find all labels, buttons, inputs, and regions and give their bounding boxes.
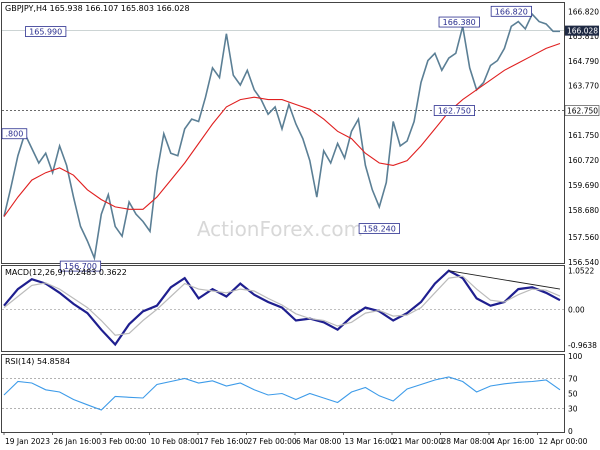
- x-axis-tick-label: 13 Mar 16:00: [345, 437, 395, 446]
- x-axis-tick-label: 3 Feb 00:00: [102, 437, 147, 446]
- annotation-label: 166.820: [495, 7, 528, 16]
- price-annotation: 156.700: [59, 260, 102, 272]
- macd-line: [3, 269, 561, 347]
- macd-axis-tick: 0.00: [568, 305, 585, 314]
- price-axis-tick: 164.790: [568, 57, 599, 66]
- price-annotation: 165.990: [25, 26, 67, 37]
- symbol-label: GBPJPY,H4: [5, 4, 47, 13]
- annotation-label: 166.380: [443, 18, 476, 27]
- price-annotation: 162.750: [433, 105, 476, 116]
- macd-trendline: [448, 270, 561, 290]
- annotation-box: [433, 105, 476, 116]
- rsi-title: RSI(14) 54.8584: [5, 357, 70, 366]
- annotation-label: 165.990: [29, 28, 62, 37]
- rsi-axis-tick: 100: [568, 352, 583, 361]
- rsi-line: [3, 376, 561, 411]
- macd-signal-line: [3, 275, 561, 336]
- price-axis-tick: 165.810: [568, 32, 599, 41]
- x-axis-tick-label: 17 Feb 16:00: [199, 437, 248, 446]
- reference-price-label: 162.750: [567, 107, 598, 116]
- price-annotation: 166.820: [490, 5, 532, 17]
- price-annotation: .800: [1, 128, 28, 140]
- watermark: ActionForex.com: [197, 217, 363, 241]
- annotation-box: [490, 5, 532, 17]
- annotation-box: [25, 26, 67, 37]
- price-title: GBPJPY,H4 165.938 166.107 165.803 166.02…: [5, 4, 190, 13]
- annotation-box: [358, 223, 400, 234]
- rsi-axis-tick: 30: [568, 405, 578, 414]
- annotation-label: 156.700: [64, 262, 97, 271]
- x-axis-tick-label: 10 Feb 08:00: [151, 437, 200, 446]
- x-axis-tick-label: 26 Jan 16:00: [54, 437, 102, 446]
- price-annotation: 166.380: [438, 16, 480, 28]
- rsi-axis-tick: 70: [568, 375, 578, 384]
- macd-axis-tick: -0.9638: [568, 341, 597, 350]
- price-axis-tick: 157.560: [568, 233, 599, 242]
- rsi-axis-tick: 0: [568, 427, 573, 436]
- annotation-label: 158.240: [363, 225, 396, 234]
- annotation-label: 162.750: [438, 107, 471, 116]
- current-price-label: 166.028: [567, 27, 598, 36]
- annotation-box: [59, 260, 102, 272]
- price-axis-tick: 160.720: [568, 156, 599, 165]
- x-axis-tick-label: 21 Mar 00:00: [393, 437, 443, 446]
- price-axis-tick: 163.770: [568, 82, 599, 91]
- annotation-box: [1, 128, 28, 140]
- x-axis-tick-label: 4 Apr 16:00: [490, 437, 534, 446]
- price-panel-frame: [1, 2, 565, 264]
- x-axis-tick-label: 28 Mar 08:00: [442, 437, 492, 446]
- current-price-box: [565, 25, 599, 36]
- price-close-line: [3, 12, 560, 262]
- macd-title: MACD(12,26,9) 0.2483 0.3622: [5, 268, 127, 277]
- price-axis-tick: 161.750: [568, 131, 599, 140]
- moving-average-line: [3, 42, 561, 217]
- ohlc-values: 165.938 166.107 165.803 166.028: [50, 4, 190, 13]
- price-axis-tick: 156.540: [568, 258, 599, 267]
- x-axis-tick-label: 27 Feb 00:00: [248, 437, 297, 446]
- price-axis-tick: 158.680: [568, 206, 599, 215]
- x-axis-tick-label: 19 Jan 2023: [5, 437, 50, 446]
- annotation-box: [438, 16, 480, 28]
- price-annotation: 158.240: [358, 223, 400, 234]
- x-axis-tick-label: 6 Mar 08:00: [296, 437, 342, 446]
- price-axis-tick: 159.690: [568, 181, 599, 190]
- price-axis-tick: 166.820: [568, 7, 599, 16]
- annotation-label: .800: [5, 130, 23, 139]
- macd-axis-tick: 1.0522: [568, 267, 594, 276]
- x-axis-tick-label: 12 Apr 00:00: [539, 437, 588, 446]
- reference-price-box: [564, 105, 600, 116]
- rsi-axis-tick: 50: [568, 390, 578, 399]
